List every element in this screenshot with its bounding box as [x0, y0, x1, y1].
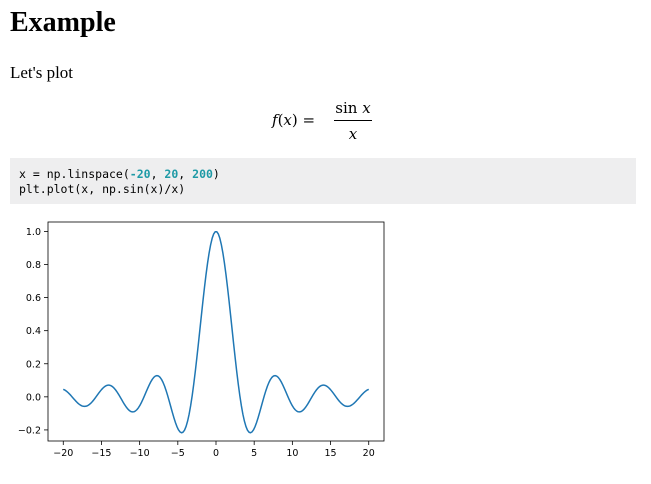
fraction-numerator: sin x: [334, 98, 372, 118]
code-text: ,: [150, 167, 165, 181]
x-tick-label: 20: [363, 448, 375, 459]
y-tick-label: 0.6: [26, 293, 41, 304]
x-tick-label: −20: [53, 448, 73, 459]
x-tick-label: 0: [213, 448, 219, 459]
fraction-bar: [334, 120, 372, 121]
code-line-1: x = np.linspace(-20, 20, 200): [19, 167, 220, 182]
y-tick-label: 0.4: [26, 326, 41, 337]
page-title: Example: [10, 7, 116, 38]
equals-sign: =: [302, 111, 316, 129]
fraction-denominator: x: [334, 124, 372, 144]
sin-function: sin: [335, 99, 358, 117]
x-tick-label: 10: [286, 448, 298, 459]
formula: f(x) = sin x x: [272, 98, 382, 144]
code-number: 20: [164, 167, 179, 181]
denominator-var: x: [348, 125, 358, 143]
x-tick-label: −5: [171, 448, 185, 459]
x-tick-label: 15: [324, 448, 336, 459]
y-tick-label: 0.2: [26, 359, 41, 370]
x-tick-label: −15: [91, 448, 111, 459]
y-tick-label: 1.0: [26, 227, 41, 238]
plot-output: −20 −15 −10 −5 0 5 10 15 20 −0.2 0.0 0.2 0.4 0.6 0.8 1.…: [18, 214, 390, 466]
code-text: ,: [178, 167, 193, 181]
sinc-chart: −20 −15 −10 −5 0 5 10 15 20 −0.2 0.0 0.2 0.4 0.6 0.8 1.…: [18, 221, 385, 459]
numerator-var: x: [362, 99, 371, 117]
function-arg: x: [283, 111, 292, 129]
x-tick-label: −10: [130, 448, 150, 459]
code-text: x = np.linspace(: [19, 167, 130, 181]
formula-lhs: f(x) =: [272, 111, 316, 129]
intro-text: Let's plot: [10, 63, 74, 82]
x-tick-label: 5: [251, 448, 257, 459]
code-number: 200: [192, 167, 213, 181]
series-line: [62, 230, 370, 434]
code-block[interactable]: x = np.linspace(-20, 20, 200) plt.plot(x…: [10, 158, 636, 204]
code-text: ): [212, 167, 220, 181]
function-name: f: [272, 111, 278, 129]
code-number: -20: [129, 167, 151, 181]
code-line-2: plt.plot(x, np.sin(x)/x): [19, 182, 186, 196]
axes-frame: [47, 221, 385, 442]
y-tick-label: −0.2: [18, 425, 41, 436]
y-tick-label: 0.8: [26, 260, 41, 271]
y-tick-label: 0.0: [26, 392, 41, 403]
formula-fraction: sin x x: [334, 98, 372, 144]
